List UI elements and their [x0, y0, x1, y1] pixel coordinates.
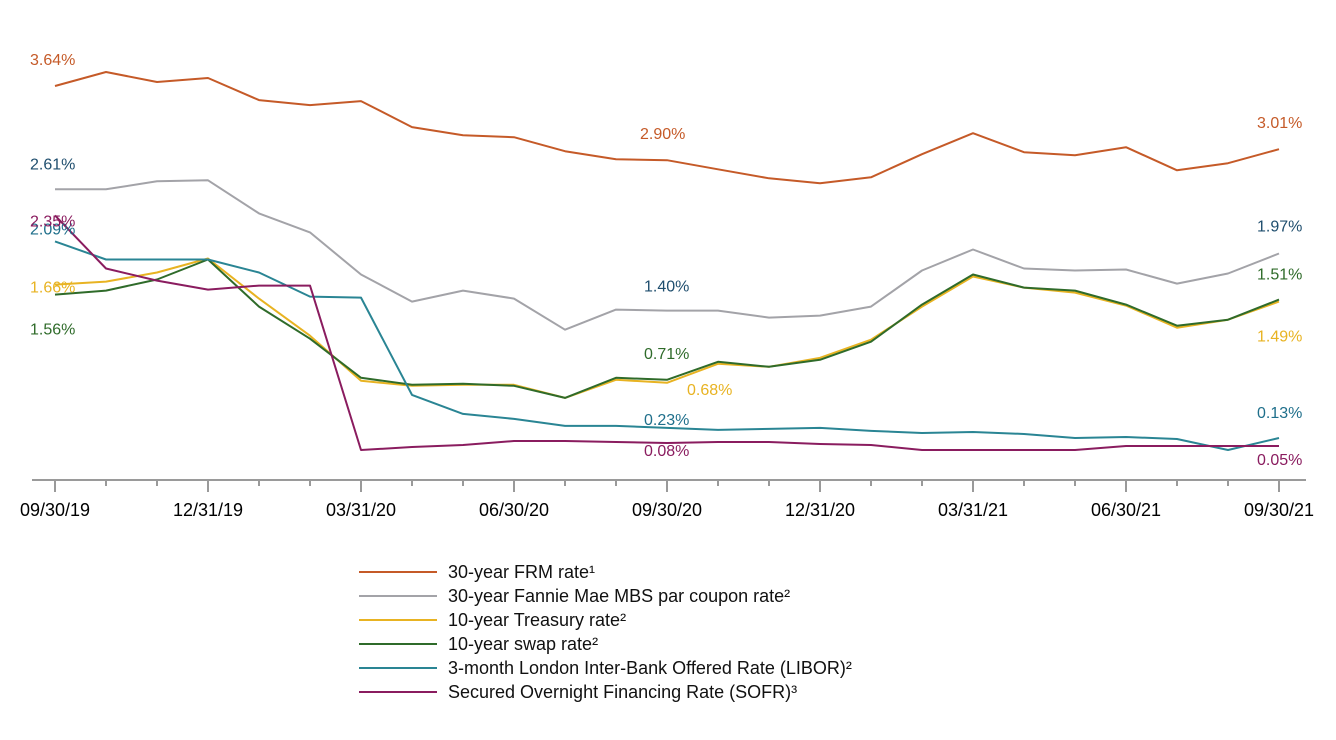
- legend-label-2: 10-year Treasury rate²: [448, 610, 626, 630]
- data-label-s0-i24: 3.01%: [1257, 115, 1302, 132]
- data-label-s5-i12: 0.08%: [644, 443, 689, 460]
- data-label-s2-i0: 1.66%: [30, 280, 75, 297]
- x-tick-label: 06/30/21: [1091, 500, 1161, 520]
- series-line-5: [54, 214, 1279, 451]
- data-label-s1-i24: 1.97%: [1257, 218, 1302, 235]
- data-label-s5-i0: 2.35%: [30, 213, 75, 230]
- data-label-s4-i24: 0.13%: [1257, 405, 1302, 422]
- series-line-4: [54, 240, 1280, 451]
- series-line-2: [54, 257, 1280, 399]
- legend-label-4: 3-month London Inter-Bank Offered Rate (…: [448, 658, 852, 678]
- legend-label-0: 30-year FRM rate¹: [448, 562, 595, 582]
- x-tick-label: 06/30/20: [479, 500, 549, 520]
- data-label-s0-i0: 3.64%: [30, 52, 75, 69]
- data-label-s3-i12: 0.71%: [644, 346, 689, 363]
- series-line-3: [54, 258, 1280, 399]
- x-tick-label: 12/31/20: [785, 500, 855, 520]
- data-label-s4-i0: 2.09%: [30, 221, 75, 238]
- data-label-s0-i12: 2.90%: [640, 126, 685, 143]
- data-label-s1-i12: 1.40%: [644, 279, 689, 296]
- data-label-s5-i24: 0.05%: [1257, 452, 1302, 469]
- data-label-s2-i24: 1.49%: [1257, 329, 1302, 346]
- data-label-s1-i0: 2.61%: [30, 156, 75, 173]
- x-axis: 09/30/19 12/31/19 03/31/20 06/30/20 09/30/20…: [20, 479, 1314, 520]
- legend-label-3: 10-year swap rate²: [448, 634, 598, 654]
- data-label-s4-i12: 0.23%: [644, 412, 689, 429]
- data-label-s3-i0: 1.56%: [30, 322, 75, 339]
- x-tick-label: 09/30/21: [1244, 500, 1314, 520]
- data-label-s3-i24: 1.51%: [1257, 267, 1302, 284]
- plot-area: [54, 71, 1280, 451]
- x-tick-label: 09/30/20: [632, 500, 702, 520]
- x-tick-label: 03/31/20: [326, 500, 396, 520]
- data-labels: 3.64% 2.90% 3.01% 2.61% 1.40% 1.97% 1.66% 0.68%…: [30, 52, 1302, 469]
- legend-label-5: Secured Overnight Financing Rate (SOFR)³: [448, 682, 797, 702]
- series-line-0: [54, 71, 1280, 185]
- x-tick-label: 03/31/21: [938, 500, 1008, 520]
- x-tick-label: 09/30/19: [20, 500, 90, 520]
- series-line-1: [55, 179, 1280, 331]
- x-tick-label: 12/31/19: [173, 500, 243, 520]
- legend-label-1: 30-year Fannie Mae MBS par coupon rate²: [448, 586, 790, 606]
- data-label-s2-i12: 0.68%: [687, 382, 732, 399]
- legend: 30-year FRM rate¹ 30-year Fannie Mae MBS …: [359, 562, 852, 702]
